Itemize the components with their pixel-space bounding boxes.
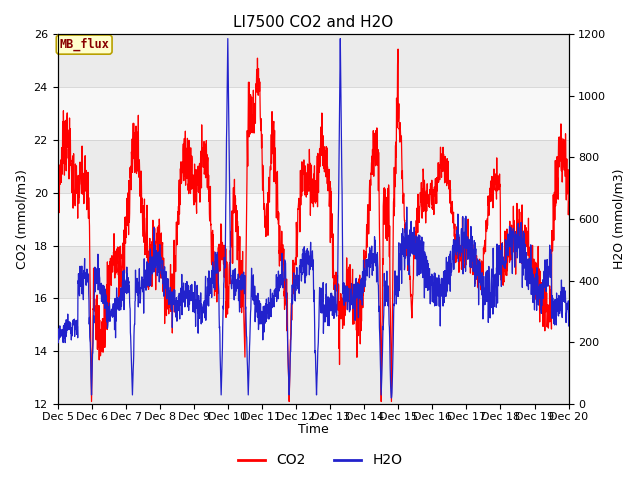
Legend: CO2, H2O: CO2, H2O xyxy=(232,448,408,473)
Y-axis label: CO2 (mmol/m3): CO2 (mmol/m3) xyxy=(15,169,28,269)
Y-axis label: H2O (mmol/m3): H2O (mmol/m3) xyxy=(612,169,625,269)
X-axis label: Time: Time xyxy=(298,423,328,436)
Bar xyxy=(58,299,568,351)
Bar xyxy=(58,351,568,404)
Text: MB_flux: MB_flux xyxy=(60,38,109,51)
Bar xyxy=(58,34,568,87)
Bar xyxy=(58,140,568,192)
Bar xyxy=(58,245,568,299)
Title: LI7500 CO2 and H2O: LI7500 CO2 and H2O xyxy=(233,15,393,30)
Bar xyxy=(58,192,568,245)
Bar xyxy=(58,87,568,140)
